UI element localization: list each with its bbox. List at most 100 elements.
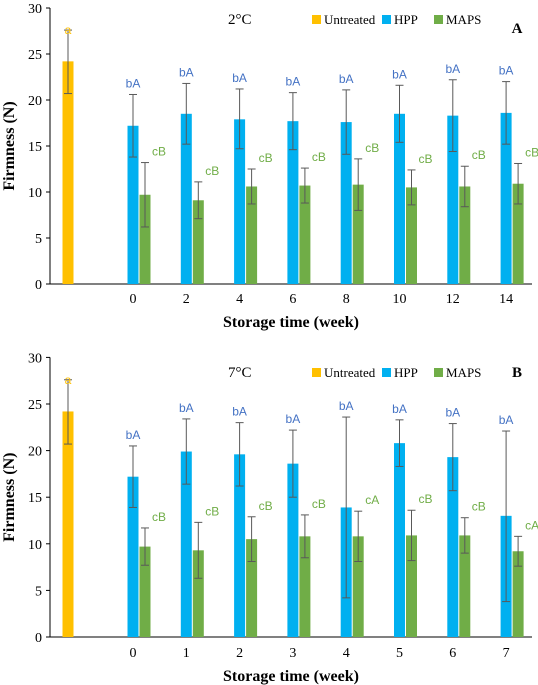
bar-maps xyxy=(352,184,364,284)
y-tick-label: 20 xyxy=(28,445,42,460)
bar-maps xyxy=(299,185,311,284)
bar-hpp xyxy=(180,113,192,284)
y-axis-label: Firmness (N) xyxy=(1,101,18,190)
legend-swatch xyxy=(434,368,443,377)
x-tick-label: 2 xyxy=(183,292,190,307)
bar-maps xyxy=(406,535,417,637)
y-tick-label: 0 xyxy=(35,278,42,293)
bar-maps xyxy=(512,183,524,284)
bar-maps xyxy=(246,186,258,284)
data-label-maps: cB xyxy=(205,504,219,518)
data-label-hpp: bA xyxy=(445,406,460,420)
data-label-maps: cB xyxy=(472,500,486,514)
y-tick-label: 0 xyxy=(35,631,42,646)
data-label-hpp: bA xyxy=(179,65,194,79)
y-tick-label: 10 xyxy=(28,538,42,553)
x-tick-label: 8 xyxy=(343,292,350,307)
bar-hpp xyxy=(500,112,512,284)
data-label-maps: cB xyxy=(152,145,166,159)
bar-maps xyxy=(246,539,258,637)
data-label-untreated: a xyxy=(65,373,72,387)
legend-label: Untreated xyxy=(324,12,376,27)
data-label-hpp: bA xyxy=(392,402,407,416)
legend-swatch xyxy=(312,15,321,24)
x-tick-label: 2 xyxy=(236,646,243,661)
y-tick-label: 10 xyxy=(28,186,42,201)
bar-maps xyxy=(512,551,524,637)
x-tick-label: 10 xyxy=(393,292,407,307)
bar-maps xyxy=(352,536,364,637)
bar-hpp xyxy=(394,443,405,637)
legend-swatch xyxy=(434,15,443,24)
data-label-hpp: bA xyxy=(392,67,407,81)
y-tick-label: 5 xyxy=(35,232,42,247)
y-tick-label: 15 xyxy=(28,491,42,506)
data-label-maps: cB xyxy=(205,164,219,178)
data-label-maps: cB xyxy=(312,150,326,164)
x-axis-label: Storage time (week) xyxy=(223,668,359,685)
x-tick-label: 6 xyxy=(449,646,456,661)
temperature-annotation: 7°C xyxy=(228,365,252,381)
data-label-hpp: bA xyxy=(232,71,247,85)
x-tick-label: 6 xyxy=(289,292,296,307)
bar-maps xyxy=(299,536,311,637)
x-tick-label: 0 xyxy=(130,646,137,661)
y-tick-label: 15 xyxy=(28,140,42,155)
data-label-hpp: bA xyxy=(499,413,514,427)
data-label-hpp: bA xyxy=(445,62,460,76)
y-tick-label: 25 xyxy=(28,398,42,413)
bar-hpp xyxy=(234,454,246,637)
data-label-maps: cB xyxy=(152,510,166,524)
legend-label: Untreated xyxy=(324,365,376,380)
x-tick-label: 1 xyxy=(183,646,190,661)
data-label-untreated: a xyxy=(65,23,72,37)
data-label-maps: cB xyxy=(419,152,433,166)
x-tick-label: 4 xyxy=(236,292,243,307)
bar-hpp xyxy=(394,113,405,284)
data-label-maps: cA xyxy=(525,518,538,532)
y-tick-label: 20 xyxy=(28,94,42,109)
x-tick-label: 7 xyxy=(503,646,510,661)
data-label-hpp: bA xyxy=(499,64,514,78)
bar-hpp xyxy=(127,476,139,637)
data-label-hpp: bA xyxy=(286,75,301,89)
bar-maps xyxy=(406,187,417,284)
temperature-annotation: 2°C xyxy=(228,12,252,28)
bar-hpp xyxy=(287,463,299,637)
data-label-hpp: bA xyxy=(286,412,301,426)
bar-hpp xyxy=(447,457,459,637)
x-tick-label: 12 xyxy=(446,292,460,307)
data-label-hpp: bA xyxy=(339,72,354,86)
data-label-hpp: bA xyxy=(179,401,194,415)
panel-letter: A xyxy=(512,21,523,37)
data-label-maps: cB xyxy=(472,148,486,162)
bar-untreated xyxy=(62,411,74,637)
bar-maps xyxy=(139,546,151,637)
legend-swatch xyxy=(382,368,391,377)
data-label-maps: cA xyxy=(365,493,379,507)
data-label-maps: cB xyxy=(419,492,433,506)
y-tick-label: 25 xyxy=(28,48,42,63)
x-axis-label: Storage time (week) xyxy=(223,314,359,331)
data-label-maps: cB xyxy=(365,141,379,155)
bar-hpp xyxy=(447,115,459,284)
bar-hpp xyxy=(340,122,352,284)
bar-hpp xyxy=(234,119,246,284)
x-tick-label: 5 xyxy=(396,646,403,661)
data-label-maps: cB xyxy=(259,499,273,513)
x-tick-label: 14 xyxy=(499,292,513,307)
data-label-maps: cB xyxy=(312,497,326,511)
data-label-hpp: bA xyxy=(232,405,247,419)
bar-untreated xyxy=(62,61,74,284)
bar-hpp xyxy=(180,451,192,637)
bar-hpp xyxy=(287,121,299,284)
bar-maps xyxy=(459,535,471,637)
legend-swatch xyxy=(312,368,321,377)
y-axis-label: Firmness (N) xyxy=(1,453,18,542)
x-tick-label: 0 xyxy=(130,292,137,307)
legend-label: MAPS xyxy=(446,12,481,27)
bar-hpp xyxy=(127,125,139,284)
